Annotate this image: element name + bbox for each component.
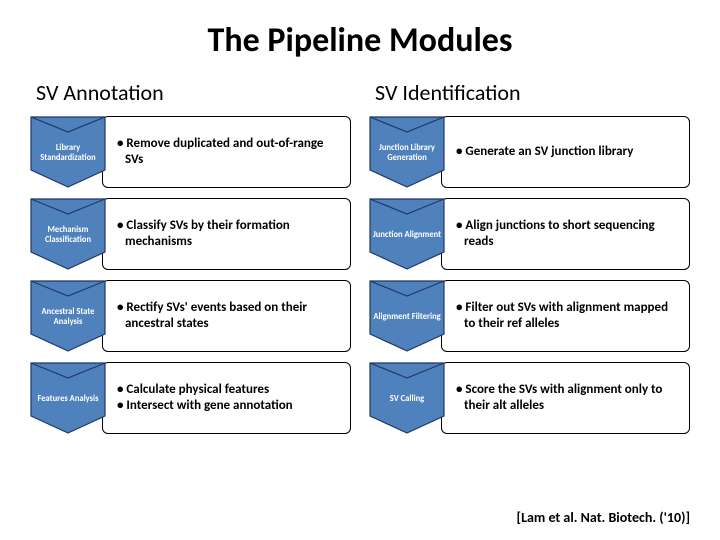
bullet: • Classify SVs by their formation mechan… [117,218,342,251]
desc-box: • Rectify SVs' events based on their anc… [102,280,351,352]
desc-box: • Classify SVs by their formation mechan… [102,198,351,270]
bullet: • Remove duplicated and out-of-range SVs [117,136,342,169]
column-annotation: SV Annotation Library Standardization • … [30,79,351,434]
bullet: • Align junctions to short sequencing re… [456,218,681,251]
column-header: SV Identification [369,79,690,106]
column-header: SV Annotation [30,79,351,106]
bullet: • Intersect with gene annotation [117,398,342,414]
chevron-label: Junction Alignment [370,231,444,241]
desc-box: • Align junctions to short sequencing re… [441,198,690,270]
bullet: • Score the SVs with alignment only to t… [456,382,681,415]
chevron-icon: Alignment Filtering [369,280,445,352]
desc-box: • Filter out SVs with alignment mapped t… [441,280,690,352]
module-rows: Library Standardization • Remove duplica… [30,116,351,434]
module-row: Junction Library Generation • Generate a… [369,116,690,188]
chevron-label: Alignment Filtering [370,313,443,323]
columns-container: SV Annotation Library Standardization • … [30,79,690,434]
bullet: • Calculate physical features [117,382,342,398]
chevron-label: Junction Library Generation [369,144,445,164]
module-rows: Junction Library Generation • Generate a… [369,116,690,434]
bullet: • Generate an SV junction library [456,144,681,160]
module-row: Alignment Filtering • Filter out SVs wit… [369,280,690,352]
desc-box: • Generate an SV junction library [441,116,690,188]
chevron-label: Ancestral State Analysis [30,308,106,328]
module-row: Junction Alignment • Align junctions to … [369,198,690,270]
chevron-icon: Ancestral State Analysis [30,280,106,352]
desc-box: • Calculate physical features • Intersec… [102,362,351,434]
chevron-label: Library Standardization [30,144,106,164]
chevron-icon: Library Standardization [30,116,106,188]
chevron-icon: Junction Library Generation [369,116,445,188]
column-identification: SV Identification Junction Library Gener… [369,79,690,434]
desc-box: • Score the SVs with alignment only to t… [441,362,690,434]
citation: [Lam et al. Nat. Biotech. ('10)] [517,509,690,526]
module-row: Features Analysis • Calculate physical f… [30,362,351,434]
bullet: • Filter out SVs with alignment mapped t… [456,300,681,333]
chevron-label: Features Analysis [34,395,101,405]
chevron-icon: SV Calling [369,362,445,434]
chevron-label: SV Calling [387,395,427,405]
bullet: • Rectify SVs' events based on their anc… [117,300,342,333]
page-title: The Pipeline Modules [30,20,690,61]
module-row: Library Standardization • Remove duplica… [30,116,351,188]
module-row: Mechanism Classification • Classify SVs … [30,198,351,270]
chevron-icon: Junction Alignment [369,198,445,270]
chevron-label: Mechanism Classification [30,226,106,246]
module-row: Ancestral State Analysis • Rectify SVs' … [30,280,351,352]
chevron-icon: Features Analysis [30,362,106,434]
chevron-icon: Mechanism Classification [30,198,106,270]
desc-box: • Remove duplicated and out-of-range SVs [102,116,351,188]
module-row: SV Calling • Score the SVs with alignmen… [369,362,690,434]
